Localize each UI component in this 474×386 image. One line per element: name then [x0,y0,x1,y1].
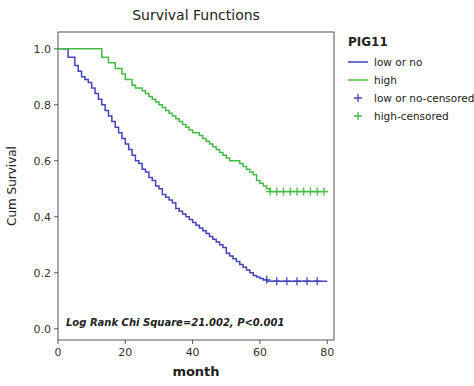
y-tick [54,48,58,49]
x-tick [327,340,328,344]
survival-curve [58,49,327,192]
x-tick-label: 80 [320,346,334,359]
y-tick-label: 0.6 [34,155,52,168]
y-tick [54,160,58,161]
x-tick-label: 0 [55,346,62,359]
x-tick-label: 20 [118,346,132,359]
plot-area [58,49,328,285]
legend-swatch [354,112,362,120]
legend-swatch [348,61,368,63]
legend-swatch [354,94,362,102]
x-tick [259,340,260,344]
censored-mark [313,277,321,285]
censored-mark [283,277,291,285]
y-tick-label: 0.8 [34,99,52,112]
annotation: Log Rank Chi Square=21.002, P<0.001 [66,317,284,328]
x-tick [58,340,59,344]
censored-mark [293,277,301,285]
y-tick [54,104,58,105]
censored-mark [263,276,271,284]
survival-curve [58,49,327,281]
y-tick [54,328,58,329]
legend-label: low or no-censored [374,92,474,104]
legend-label: high [374,74,397,86]
x-axis-label: month [172,364,219,379]
censored-mark [273,277,281,285]
title: Survival Functions [132,7,260,23]
x-tick-label: 60 [253,346,267,359]
x-tick [192,340,193,344]
x-tick [125,340,126,344]
legend-title: PIG11 [348,35,388,49]
y-tick-label: 0.0 [34,323,52,336]
legend: PIG11 low or no high low or no-censored high… [348,35,474,122]
y-tick-label: 0.4 [34,211,52,224]
plot-frame [58,32,334,340]
chart: Survival Functions 0 20 40 60 80 0.0 0.2 0.4 0.6 0… [0,0,474,386]
legend-label: high-censored [374,110,449,122]
legend-label: low or no [374,56,422,68]
y-tick-label: 0.2 [34,267,52,280]
y-tick [54,216,58,217]
x-tick-label: 40 [186,346,200,359]
y-tick [54,272,58,273]
censored-mark [303,277,311,285]
y-tick-label: 1.0 [34,43,52,56]
censored-mark [320,188,328,196]
y-axis-label: Cum Survival [5,146,19,226]
legend-swatch [348,79,368,81]
